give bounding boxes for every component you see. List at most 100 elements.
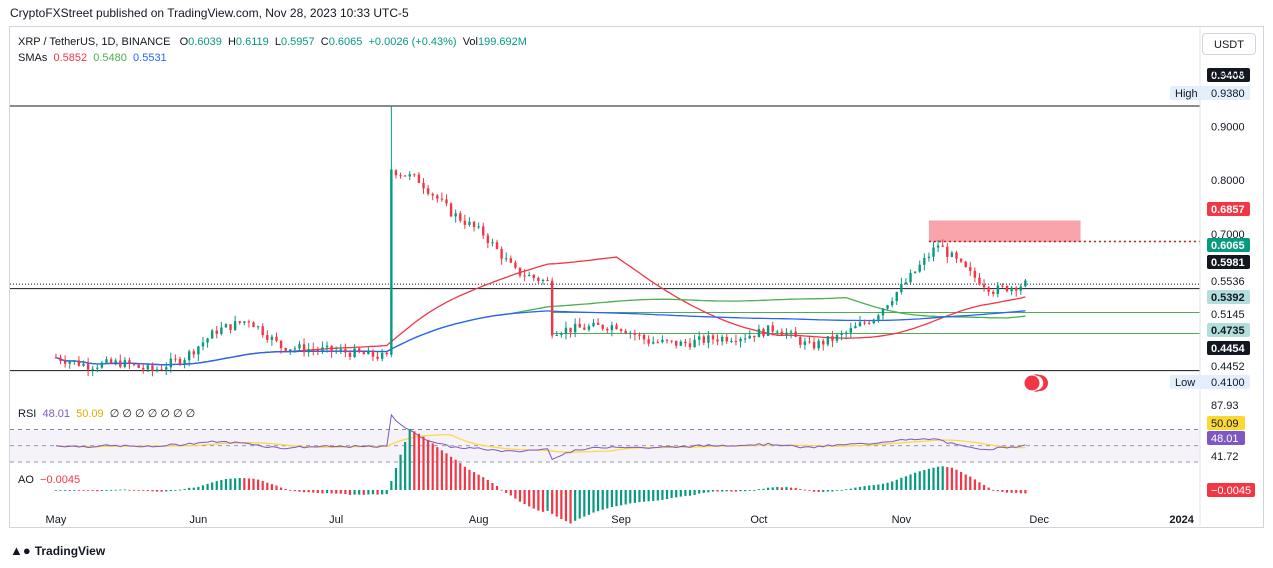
- candle-body: [339, 349, 343, 351]
- candle-body: [633, 332, 637, 335]
- ao-bar: [918, 471, 921, 490]
- symbol-ohlc-legend[interactable]: XRP / TetherUS, 1D, BINANCE O0.6039 H0.6…: [18, 36, 527, 48]
- candle-body: [459, 213, 462, 221]
- candle-body: [946, 246, 949, 257]
- ao-bar: [174, 490, 177, 491]
- candle-body: [142, 367, 145, 370]
- candle-body: [325, 345, 329, 348]
- ao-bar: [427, 439, 430, 490]
- ao-bar: [794, 488, 797, 490]
- candle-body: [371, 350, 375, 357]
- ao-bar: [1005, 490, 1009, 493]
- ao-bar: [670, 490, 673, 498]
- sma-legend[interactable]: SMAs 0.5852 0.5480 0.5531: [18, 52, 167, 64]
- ao-bar: [224, 478, 228, 490]
- candle-body: [996, 285, 1000, 294]
- time-tick-label: Dec: [1029, 514, 1049, 526]
- candle-body: [780, 331, 784, 335]
- rsi-axis-label: 87.93: [1211, 400, 1239, 412]
- ao-pane: [54, 429, 1027, 524]
- candle-body: [426, 188, 430, 194]
- high-value: 0.6119: [235, 36, 269, 48]
- ao-bar: [215, 481, 218, 490]
- ao-bar: [339, 490, 342, 494]
- candle-body: [688, 343, 692, 348]
- candle-body: [794, 331, 797, 338]
- candle-body: [550, 280, 554, 336]
- candle-body: [151, 365, 154, 371]
- ao-bar: [146, 490, 149, 491]
- candle-body: [1010, 287, 1013, 292]
- candle-body: [316, 349, 320, 351]
- ao-bar: [528, 490, 531, 507]
- ao-bar: [551, 490, 554, 514]
- low-label: L: [274, 36, 281, 48]
- candle-body: [312, 348, 315, 350]
- ao-bar: [376, 490, 379, 495]
- candle-body: [803, 341, 807, 345]
- ao-bar: [923, 469, 926, 490]
- ao-bar: [307, 490, 310, 493]
- ao-bar: [252, 478, 255, 490]
- ao-bar: [486, 480, 489, 490]
- symbol-name[interactable]: XRP / TetherUS, 1D, BINANCE: [18, 36, 171, 48]
- candle-body: [54, 357, 58, 359]
- ao-bar: [610, 490, 613, 507]
- ao-bar: [748, 490, 751, 491]
- currency-button[interactable]: USDT: [1202, 33, 1256, 55]
- ao-bar: [132, 489, 136, 491]
- candle-body: [86, 363, 90, 370]
- ao-bar: [891, 481, 894, 490]
- candle-body: [523, 275, 526, 277]
- candle-body: [730, 341, 733, 343]
- price-label: 0.8000: [1211, 175, 1245, 187]
- ao-bar: [142, 490, 145, 491]
- price-tick-label: 0.7000: [1211, 229, 1245, 241]
- ao-bar: [316, 490, 319, 493]
- ao-bar: [996, 490, 999, 492]
- rsi-line: [55, 413, 1026, 461]
- candle-body: [913, 271, 917, 273]
- candle-body: [91, 368, 94, 370]
- candle-body: [1015, 287, 1018, 291]
- candle-body: [638, 334, 641, 336]
- candle-body: [256, 326, 260, 328]
- ao-bar: [895, 479, 898, 490]
- candle-body: [762, 328, 765, 336]
- ao-bar: [344, 490, 347, 495]
- rsi-legend[interactable]: RSI 48.01 50.09 ∅ ∅ ∅ ∅ ∅ ∅ ∅: [18, 407, 195, 420]
- rsi-pane: [10, 413, 1200, 463]
- ao-bar: [468, 469, 471, 490]
- ao-bar: [601, 490, 604, 510]
- ao-bar: [619, 490, 623, 506]
- price-label-bg: [1170, 86, 1250, 100]
- candle-body: [178, 358, 182, 364]
- ao-bar: [959, 471, 963, 490]
- ao-bar: [105, 490, 108, 491]
- candle-body: [615, 325, 618, 330]
- candle-body: [822, 340, 825, 345]
- ao-bar: [615, 490, 618, 507]
- price-label: 0.5981: [1211, 257, 1245, 269]
- rsi-legend-value: 48.01: [42, 408, 70, 420]
- event-flag-icon-3[interactable]: [1023, 374, 1041, 392]
- candle-body: [532, 274, 535, 278]
- price-label-prefix: High: [1175, 88, 1198, 100]
- candle-body: [656, 342, 660, 344]
- open-label: O: [179, 36, 189, 48]
- candle-body: [936, 245, 940, 248]
- candle-body: [495, 242, 499, 249]
- ao-bar: [597, 490, 600, 512]
- candle-body: [1024, 280, 1027, 287]
- ao-legend[interactable]: AO −0.0045: [18, 474, 80, 486]
- ao-bar: [592, 490, 595, 513]
- candle-body: [505, 258, 508, 260]
- ao-bar: [702, 490, 705, 493]
- price-label: 0.4452: [1211, 361, 1245, 373]
- rsi-axis-label-bg: [1207, 416, 1245, 430]
- candle-body: [105, 359, 108, 363]
- ao-bar: [744, 490, 747, 492]
- candle-body: [564, 327, 568, 334]
- tradingview-footer[interactable]: ▲● TradingView: [10, 543, 105, 558]
